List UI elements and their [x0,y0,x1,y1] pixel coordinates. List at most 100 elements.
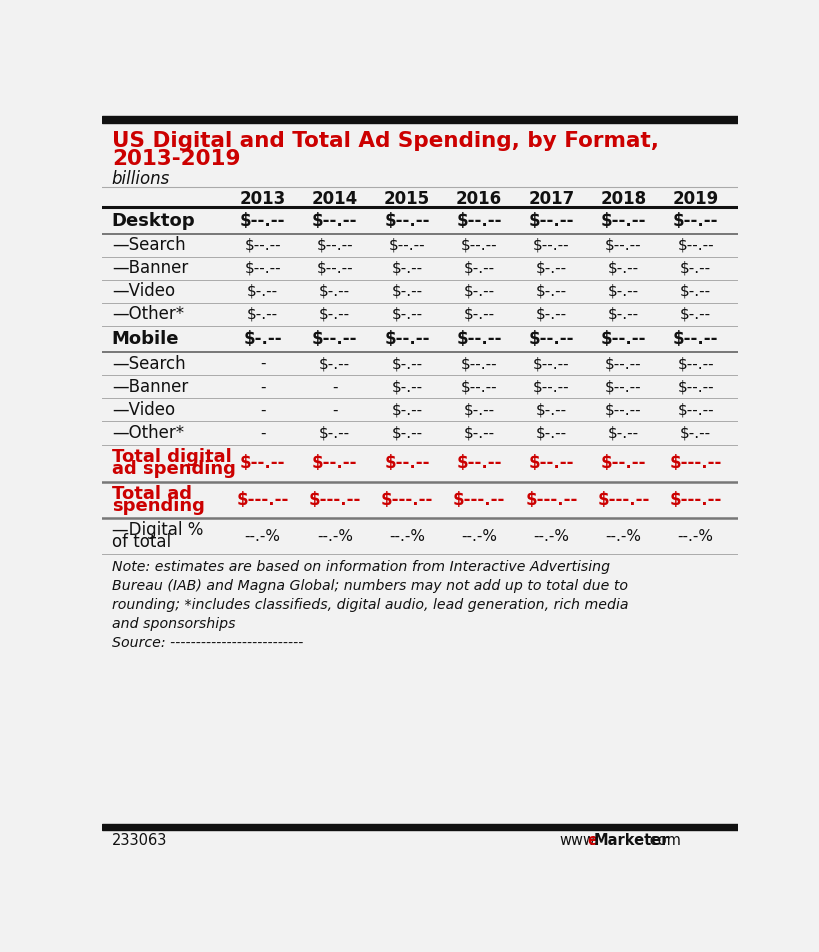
Text: $--.--: $--.-- [600,211,645,229]
Text: $---.--: $---.-- [524,491,577,509]
Text: $--.--: $--.-- [456,330,501,348]
Bar [102,824,737,829]
Text: -: - [260,379,265,394]
Text: $-.--: $-.-- [607,426,638,441]
Text: $-.--: $-.-- [319,426,350,441]
Text: --.-%: --.-% [244,528,280,544]
Text: $--.--: $--.-- [604,379,641,394]
Text: $-.--: $-.-- [463,403,494,417]
Text: $--.--: $--.-- [528,211,573,229]
Text: $-.--: $-.-- [391,426,422,441]
Text: —Video: —Video [111,401,174,419]
Text: $-.--: $-.-- [391,356,422,371]
Text: $-.--: $-.-- [535,307,566,322]
Text: $-.--: $-.-- [607,261,638,276]
Text: $--.--: $--.-- [456,454,501,472]
Text: Note: estimates are based on information from Interactive Advertising
Bureau (IA: Note: estimates are based on information… [111,560,627,650]
Text: --.-%: --.-% [388,528,424,544]
Text: $--.--: $--.-- [528,454,573,472]
Text: $--.--: $--.-- [312,454,357,472]
Text: $-.--: $-.-- [607,307,638,322]
Text: --.-%: --.-% [676,528,713,544]
Text: $-.--: $-.-- [391,284,422,299]
Text: $--.--: $--.-- [676,356,713,371]
Text: $--.--: $--.-- [239,454,285,472]
Text: Total ad: Total ad [111,485,192,503]
Text: --.-%: --.-% [460,528,496,544]
Text: 2018: 2018 [600,190,646,208]
Text: —Banner: —Banner [111,259,188,277]
Text: 2013-2019: 2013-2019 [111,149,240,169]
Text: $---.--: $---.-- [668,491,721,509]
Text: $-.--: $-.-- [247,307,278,322]
Text: $--.--: $--.-- [239,211,285,229]
Text: US Digital and Total Ad Spending, by Format,: US Digital and Total Ad Spending, by For… [111,131,658,151]
Text: $--.--: $--.-- [676,403,713,417]
Text: Marketer: Marketer [593,833,668,848]
Text: —Other*: —Other* [111,424,183,442]
Text: Total digital: Total digital [111,447,231,466]
Text: $--.--: $--.-- [384,454,429,472]
Text: $--.--: $--.-- [604,238,641,252]
Text: $--.--: $--.-- [672,330,717,348]
Text: $-.--: $-.-- [391,261,422,276]
Text: $-.--: $-.-- [535,284,566,299]
Text: —Digital %: —Digital % [111,521,203,539]
Text: $-.--: $-.-- [607,284,638,299]
Text: $---.--: $---.-- [668,454,721,472]
Text: $---.--: $---.-- [452,491,505,509]
Text: 2017: 2017 [527,190,574,208]
Text: ad spending: ad spending [111,460,235,478]
Text: Desktop: Desktop [111,211,195,229]
Text: .com: .com [645,833,681,848]
Text: $-.--: $-.-- [463,307,494,322]
Text: $-.--: $-.-- [463,284,494,299]
Text: $--.--: $--.-- [600,330,645,348]
Text: e: e [587,833,597,848]
Text: $--.--: $--.-- [312,330,357,348]
Text: $-.--: $-.-- [535,426,566,441]
Text: $--.--: $--.-- [528,330,573,348]
Text: $-.--: $-.-- [535,261,566,276]
Text: $-.--: $-.-- [319,356,350,371]
Text: $--.--: $--.-- [600,454,645,472]
Text: $-.--: $-.-- [319,307,350,322]
Text: 2014: 2014 [311,190,357,208]
Text: $-.--: $-.-- [319,284,350,299]
Text: $--.--: $--.-- [532,356,569,371]
Text: $--.--: $--.-- [676,379,713,394]
Text: -: - [260,356,265,371]
Text: of total: of total [111,533,170,551]
Text: $-.--: $-.-- [679,426,710,441]
Text: 2013: 2013 [239,190,285,208]
Text: $-.--: $-.-- [679,261,710,276]
Text: 2019: 2019 [672,190,718,208]
Text: $--.--: $--.-- [384,330,429,348]
Text: billions: billions [111,169,170,188]
Text: —Search: —Search [111,355,185,373]
Text: —Video: —Video [111,283,174,300]
Text: 2016: 2016 [455,190,501,208]
Text: $--.--: $--.-- [604,356,641,371]
Text: $--.--: $--.-- [532,379,569,394]
Text: -: - [332,403,337,417]
Text: $--.--: $--.-- [460,356,497,371]
Text: -: - [260,403,265,417]
Text: --.-%: --.-% [316,528,352,544]
Text: $-.--: $-.-- [391,307,422,322]
Text: $--.--: $--.-- [676,238,713,252]
Text: $--.--: $--.-- [384,211,429,229]
Text: —Search: —Search [111,236,185,254]
Text: $-.--: $-.-- [535,403,566,417]
Text: 233063: 233063 [111,833,167,848]
Text: $-.--: $-.-- [463,261,494,276]
Text: $--.--: $--.-- [460,379,497,394]
Text: $-.--: $-.-- [391,403,422,417]
Text: $---.--: $---.-- [308,491,360,509]
Text: Mobile: Mobile [111,330,179,348]
Text: $-.--: $-.-- [679,284,710,299]
Text: $---.--: $---.-- [596,491,649,509]
Text: $--.--: $--.-- [604,403,641,417]
Text: $---.--: $---.-- [380,491,432,509]
Text: $-.--: $-.-- [391,379,422,394]
